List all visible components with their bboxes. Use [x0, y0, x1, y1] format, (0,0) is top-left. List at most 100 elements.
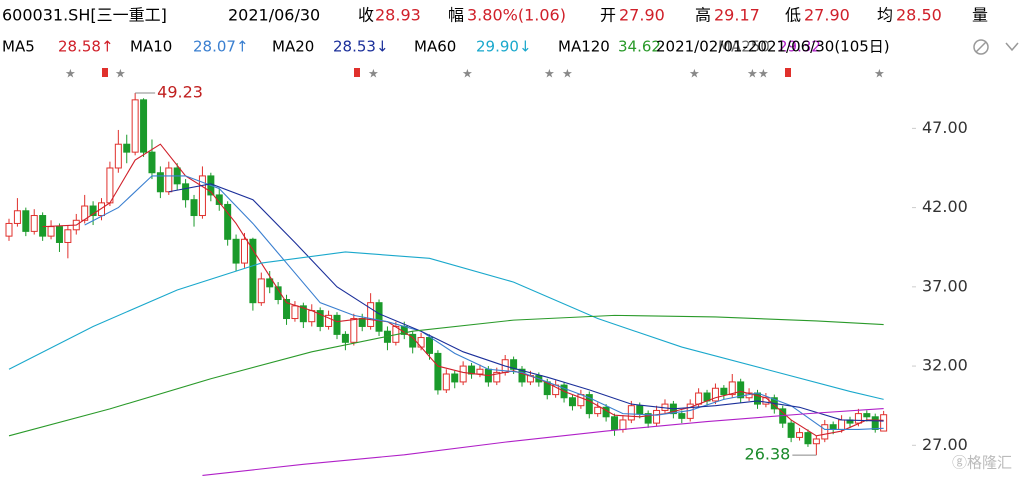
candle-body — [720, 387, 728, 396]
candle-body — [728, 381, 736, 396]
candle-body — [215, 194, 223, 205]
field-value: 29.17 — [714, 6, 760, 25]
candle-body — [81, 205, 89, 221]
candle-body — [291, 305, 299, 320]
y-tick-label: 47.00 — [922, 118, 968, 137]
expand-icon[interactable] — [1005, 42, 1019, 52]
candle-body — [182, 183, 190, 201]
ma-line — [168, 183, 884, 422]
candle-body — [299, 305, 307, 323]
field-label: 幅 — [448, 6, 464, 25]
candle-body — [257, 278, 265, 304]
y-tick-label: 32.00 — [922, 356, 968, 375]
candle-body — [434, 352, 442, 391]
candle-body — [476, 368, 484, 375]
legend-value: 28.53↓ — [333, 38, 389, 56]
candle-body — [796, 432, 804, 438]
svg-text:★: ★ — [758, 67, 769, 81]
candle-body — [13, 210, 21, 224]
field-label: 收 — [358, 6, 374, 25]
candle-body — [678, 413, 686, 419]
candle-body — [711, 387, 719, 402]
legend-name: MA60 — [414, 38, 456, 56]
candle-body — [123, 143, 131, 153]
event-markers: ★ ★ ★ ★ ★ ★ ★ ★ ★ ★ — [65, 67, 885, 81]
volume-label: 量 — [972, 6, 988, 25]
legend-name: MA250 — [718, 38, 770, 56]
svg-text:★: ★ — [462, 67, 473, 81]
candle-body — [585, 394, 593, 415]
svg-text:★: ★ — [874, 67, 885, 81]
legend-name: MA20 — [272, 38, 314, 56]
candle-body — [367, 302, 375, 327]
candle-body — [249, 238, 257, 304]
candle-body — [812, 438, 820, 445]
svg-text:★: ★ — [115, 67, 126, 81]
candle-body — [114, 143, 122, 169]
candle-body — [89, 205, 97, 217]
candle-body — [165, 167, 173, 193]
candle-body — [493, 371, 501, 383]
candle-body — [829, 424, 837, 430]
candle-body — [39, 215, 47, 237]
candle-body — [518, 368, 526, 383]
candle-body — [341, 333, 349, 343]
candle-body — [787, 422, 795, 438]
candle-body — [55, 226, 63, 243]
min-label: 26.38 — [745, 445, 791, 464]
candle-body — [198, 175, 206, 217]
candle-body — [627, 405, 635, 421]
candle-body — [737, 381, 745, 399]
symbol: 600031.SH[三一重工] — [2, 6, 167, 25]
candle-body — [838, 419, 846, 430]
candle-body — [64, 229, 72, 243]
candle-body — [863, 413, 871, 418]
legend-name: MA120 — [558, 38, 610, 56]
date-range: 2021/02/01-2021/06/30(105日) — [656, 38, 890, 56]
svg-text:★: ★ — [689, 67, 700, 81]
candle-body — [804, 432, 812, 445]
candle-body — [350, 318, 358, 343]
ma-line — [8, 314, 884, 437]
candle-body — [358, 318, 366, 327]
ma-line — [202, 407, 884, 476]
candle-body — [148, 151, 156, 174]
svg-text:★: ★ — [562, 67, 573, 81]
svg-text:★: ★ — [544, 67, 555, 81]
candle-body — [375, 302, 383, 332]
candle-body — [854, 413, 862, 424]
candle-body — [510, 359, 518, 370]
candle-body — [325, 314, 333, 327]
candle-body — [140, 99, 148, 153]
candle-body — [232, 238, 240, 264]
field-value: 27.90 — [619, 6, 665, 25]
watermark: ⓖ格隆汇 — [952, 454, 1012, 472]
ma-line — [84, 175, 884, 431]
field-value: 27.90 — [804, 6, 850, 25]
ma-line — [8, 251, 884, 400]
svg-text:★: ★ — [747, 67, 758, 81]
candle-body — [880, 414, 888, 432]
candle-body — [871, 416, 879, 430]
legend-value: 29.32 — [778, 38, 821, 56]
candle-body — [442, 373, 450, 391]
field-label: 低 — [785, 6, 801, 25]
candle-body — [619, 419, 627, 430]
candle-body — [821, 424, 829, 440]
ma-line — [42, 143, 884, 437]
settings-icon[interactable] — [973, 39, 989, 55]
candle-body — [417, 337, 425, 348]
candle-body — [266, 278, 274, 288]
candle-body — [644, 413, 652, 424]
candle-body — [283, 299, 291, 320]
candle-body — [98, 202, 106, 217]
legend-value: 34.62 — [618, 38, 661, 56]
candle-body — [577, 394, 585, 407]
y-tick-label: 37.00 — [922, 276, 968, 295]
candle-body — [459, 365, 467, 383]
candle-body — [594, 406, 602, 415]
y-tick-label: 27.00 — [922, 435, 968, 454]
field-value: 28.50 — [896, 6, 942, 25]
candle-body — [333, 314, 341, 335]
candle-body — [568, 397, 576, 407]
